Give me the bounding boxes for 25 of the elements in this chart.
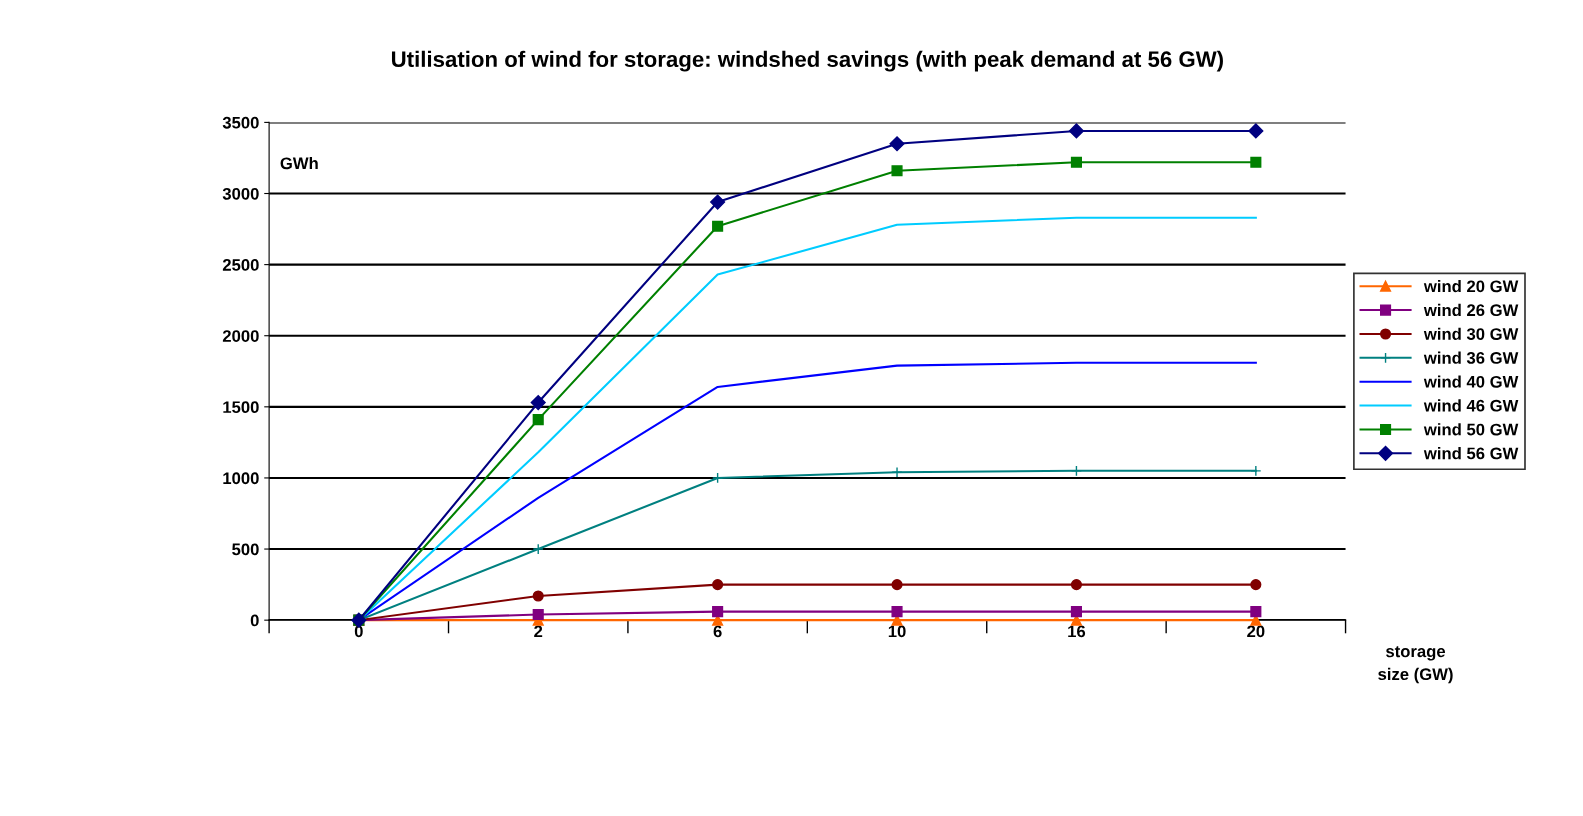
chart-title: Utilisation of wind for storage: windshed savings (with peak demand at 56 GW) [391,50,1223,72]
x-axis-title: storage size (GW) [1378,646,1453,684]
y-tick-label: 3000 [222,187,259,200]
x-tick-label: 0 [354,625,363,638]
legend-label: wind 56 GW [1423,447,1519,460]
y-tick-label: 1000 [223,472,259,485]
x-tick-label: 10 [888,625,906,638]
legend-label: wind 36 GW [1423,351,1519,364]
legend-label: wind 40 GW [1423,375,1519,388]
y-tick-label: 2500 [222,259,259,271]
x-tick-label: 2 [534,625,543,638]
x-tick-label: 16 [1068,625,1086,638]
legend-label: wind 30 GW [1423,327,1519,340]
legend-label: wind 26 GW [1423,303,1519,317]
legend-label: wind 46 GW [1423,399,1519,412]
y-tick-label: 3500 [222,116,259,129]
y-tick-label: 1500 [223,401,259,414]
y-tick-label: 2000 [222,330,259,342]
x-tick-label: 6 [713,625,722,638]
y-tick-label: 500 [232,543,259,556]
y-axis-title: GWh [280,156,318,170]
legend-label: wind 50 GW [1423,423,1519,436]
y-tick-label: 0 [250,614,259,627]
x-tick-label: 20 [1247,625,1265,638]
legend-label: wind 20 GW [1423,279,1519,293]
